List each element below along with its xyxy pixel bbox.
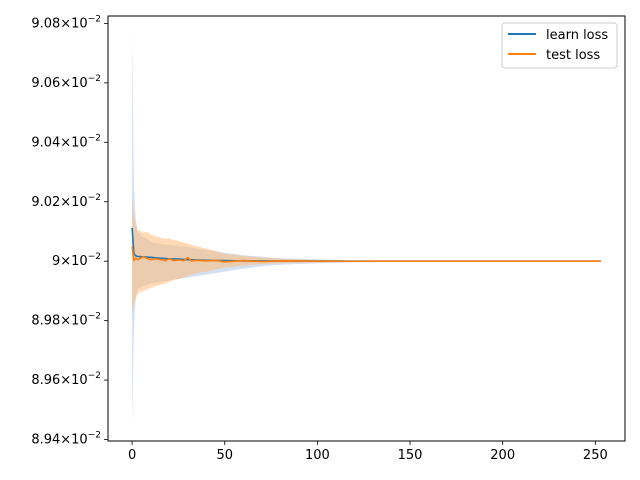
y-tick-label: 9.08×10−2 xyxy=(31,14,101,31)
series-lines xyxy=(131,227,601,263)
y-tick-label: 9×10−2 xyxy=(52,252,101,269)
y-tick-label: 9.06×10−2 xyxy=(31,74,101,91)
x-tick-label: 200 xyxy=(490,448,515,463)
y-axis: 8.94×10−2 8.96×10−2 8.98×10−2 9×10−2 9.02×10… xyxy=(31,14,108,448)
confidence-bands xyxy=(132,31,601,428)
band-test-loss xyxy=(132,195,601,312)
y-tick-label: 8.94×10−2 xyxy=(31,431,101,448)
y-tick-label: 9.04×10−2 xyxy=(31,133,101,150)
legend-label-learn-loss: learn loss xyxy=(546,28,608,43)
x-tick-label: 250 xyxy=(583,448,608,463)
legend: learn loss test loss xyxy=(501,22,618,69)
x-axis: 0 50 100 150 200 250 xyxy=(128,441,608,463)
y-tick-label: 8.96×10−2 xyxy=(31,371,101,388)
line-test-loss xyxy=(131,246,601,263)
legend-label-test-loss: test loss xyxy=(546,48,600,63)
y-tick-label: 8.98×10−2 xyxy=(31,312,101,329)
x-tick-label: 0 xyxy=(128,448,136,463)
plot-frame xyxy=(107,15,626,442)
band-learn-loss xyxy=(132,31,601,428)
y-tick-label: 9.02×10−2 xyxy=(31,193,101,210)
x-tick-label: 100 xyxy=(305,448,330,463)
x-tick-label: 150 xyxy=(398,448,423,463)
x-tick-label: 50 xyxy=(216,448,233,463)
